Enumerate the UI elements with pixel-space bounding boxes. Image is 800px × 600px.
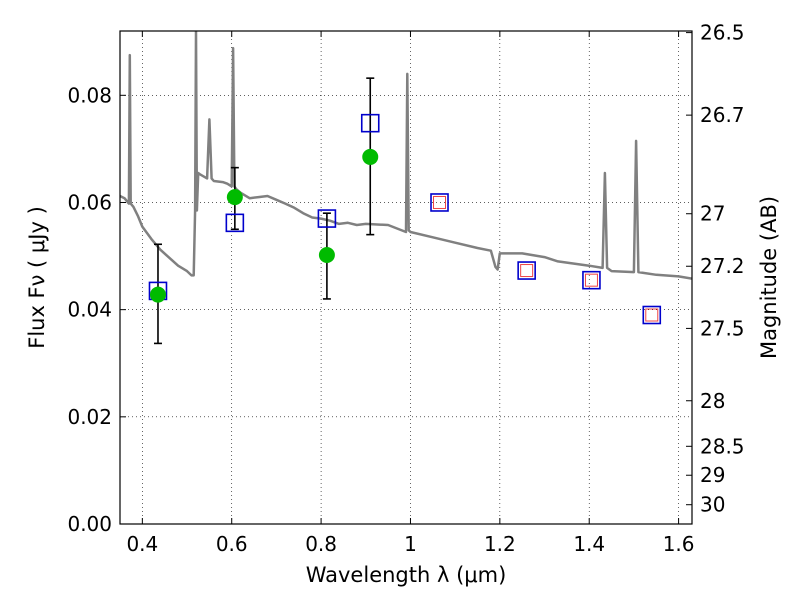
points-layer xyxy=(148,77,662,345)
y2-tick-label: 27 xyxy=(700,202,725,226)
ir-band-square xyxy=(584,273,598,287)
x-tick-label: 1.4 xyxy=(573,532,605,556)
model-band-square xyxy=(430,193,449,212)
x-tick-label: 0.4 xyxy=(126,532,158,556)
plot-frame xyxy=(119,30,693,525)
y2-tick-label: 27.2 xyxy=(700,254,745,278)
ir-band-square xyxy=(645,308,659,322)
x-tick-label: 1 xyxy=(404,532,417,556)
spectrum-layer xyxy=(120,31,692,280)
y-tick-label: 0.04 xyxy=(67,298,112,322)
y-tick-label: 0.06 xyxy=(67,190,112,214)
measured-point xyxy=(362,148,379,165)
x-axis-label: Wavelength λ (μm) xyxy=(306,563,507,587)
model-band-square xyxy=(225,213,245,233)
y2-tick-label: 26.7 xyxy=(700,103,745,127)
model-band-square xyxy=(360,113,380,133)
x-tick-label: 1.6 xyxy=(663,532,695,556)
y2-tick-label: 29 xyxy=(700,463,725,487)
y2-tick-label: 28.5 xyxy=(700,434,745,458)
right-y-axis-label: Magnitude (AB) xyxy=(757,196,781,359)
y2-tick-label: 28 xyxy=(700,389,725,413)
y-tick-label: 0.00 xyxy=(67,512,112,536)
measured-point xyxy=(149,286,166,303)
y-tick-label: 0.08 xyxy=(67,83,112,107)
ir-band-square xyxy=(433,195,447,209)
model-band-square xyxy=(642,305,662,325)
y-axis-label: Flux Fν ( μJy ) xyxy=(25,206,49,349)
y2-tick-label: 26.5 xyxy=(700,21,745,45)
model-band-square xyxy=(317,209,337,228)
model-band-square xyxy=(582,270,601,290)
measured-point xyxy=(226,189,243,206)
x-tick-label: 1.2 xyxy=(484,532,516,556)
ticks-layer: 0.4 0.6 0.8 1 1.2 1.4 1.6 0.00 0.02 0.04 0.06 0.08 2… xyxy=(67,21,744,556)
y2-tick-label: 30 xyxy=(700,493,725,517)
y2-tick-label: 27.5 xyxy=(700,316,745,340)
y-tick-label: 0.02 xyxy=(67,405,112,429)
measured-point xyxy=(318,246,335,263)
x-tick-label: 0.6 xyxy=(216,532,248,556)
ir-band-square xyxy=(520,264,534,278)
x-tick-label: 0.8 xyxy=(305,532,337,556)
model-band-square xyxy=(517,261,536,280)
model-spectrum-line xyxy=(120,31,692,280)
